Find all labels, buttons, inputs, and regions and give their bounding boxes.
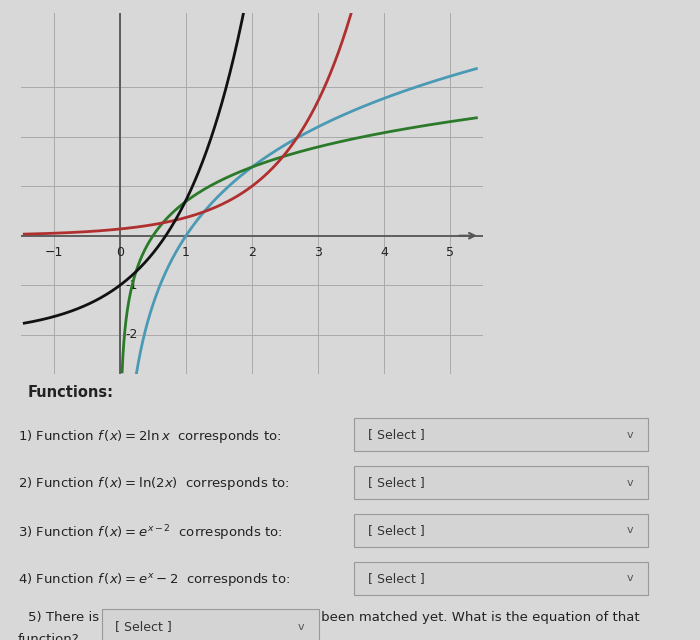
Text: 1: 1 xyxy=(182,246,190,259)
Text: v: v xyxy=(627,525,634,536)
Text: 3: 3 xyxy=(314,246,322,259)
Text: 2) Function $f\,(x) = \ln(2x)$  corresponds to:: 2) Function $f\,(x) = \ln(2x)$ correspon… xyxy=(18,476,289,492)
FancyBboxPatch shape xyxy=(102,609,318,640)
FancyBboxPatch shape xyxy=(354,466,648,499)
Text: function?: function? xyxy=(18,634,79,640)
Text: [ Select ]: [ Select ] xyxy=(368,524,424,537)
Text: 0: 0 xyxy=(116,246,124,259)
Text: 2: 2 xyxy=(248,246,256,259)
FancyBboxPatch shape xyxy=(354,418,648,451)
Text: 4: 4 xyxy=(380,246,388,259)
FancyBboxPatch shape xyxy=(354,514,648,547)
Text: 5) There is one graph left over that has not been matched yet. What is the equat: 5) There is one graph left over that has… xyxy=(28,611,640,624)
Text: −1: −1 xyxy=(45,246,63,259)
Text: v: v xyxy=(627,573,634,583)
Text: [ Select ]: [ Select ] xyxy=(368,476,424,489)
Text: v: v xyxy=(627,477,634,488)
FancyBboxPatch shape xyxy=(354,562,648,595)
Text: 4) Function $f\,(x) = e^{x} - 2$  corresponds to:: 4) Function $f\,(x) = e^{x} - 2$ corresp… xyxy=(18,571,290,588)
Text: -1: -1 xyxy=(125,279,138,292)
Text: v: v xyxy=(298,621,304,632)
Text: 1) Function $f\,(x) = 2\ln x$  corresponds to:: 1) Function $f\,(x) = 2\ln x$ correspond… xyxy=(18,428,281,445)
Text: v: v xyxy=(627,430,634,440)
Text: [ Select ]: [ Select ] xyxy=(116,620,172,633)
Text: 3) Function $f\,(x) = e^{x-2}$  corresponds to:: 3) Function $f\,(x) = e^{x-2}$ correspon… xyxy=(18,523,282,543)
Text: -2: -2 xyxy=(125,328,138,341)
Text: [ Select ]: [ Select ] xyxy=(368,572,424,585)
Text: Functions:: Functions: xyxy=(28,385,114,400)
Text: 5: 5 xyxy=(446,246,454,259)
Text: [ Select ]: [ Select ] xyxy=(368,428,424,442)
